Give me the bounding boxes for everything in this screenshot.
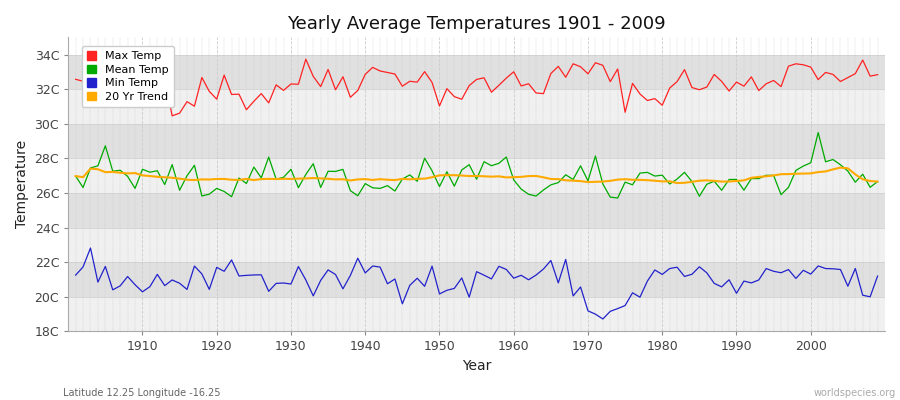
Text: Latitude 12.25 Longitude -16.25: Latitude 12.25 Longitude -16.25 (63, 388, 220, 398)
Bar (68, 158, 885, 193)
Bar (68, 124, 885, 158)
Title: Yearly Average Temperatures 1901 - 2009: Yearly Average Temperatures 1901 - 2009 (287, 15, 666, 33)
Bar (68, 262, 885, 297)
Bar (68, 297, 885, 332)
Bar (68, 193, 885, 228)
Bar (68, 228, 885, 262)
Legend: Max Temp, Mean Temp, Min Temp, 20 Yr Trend: Max Temp, Mean Temp, Min Temp, 20 Yr Tre… (82, 46, 175, 107)
Bar (68, 55, 885, 89)
Y-axis label: Temperature: Temperature (15, 140, 29, 228)
Bar (68, 89, 885, 124)
X-axis label: Year: Year (462, 359, 491, 373)
Text: worldspecies.org: worldspecies.org (814, 388, 896, 398)
